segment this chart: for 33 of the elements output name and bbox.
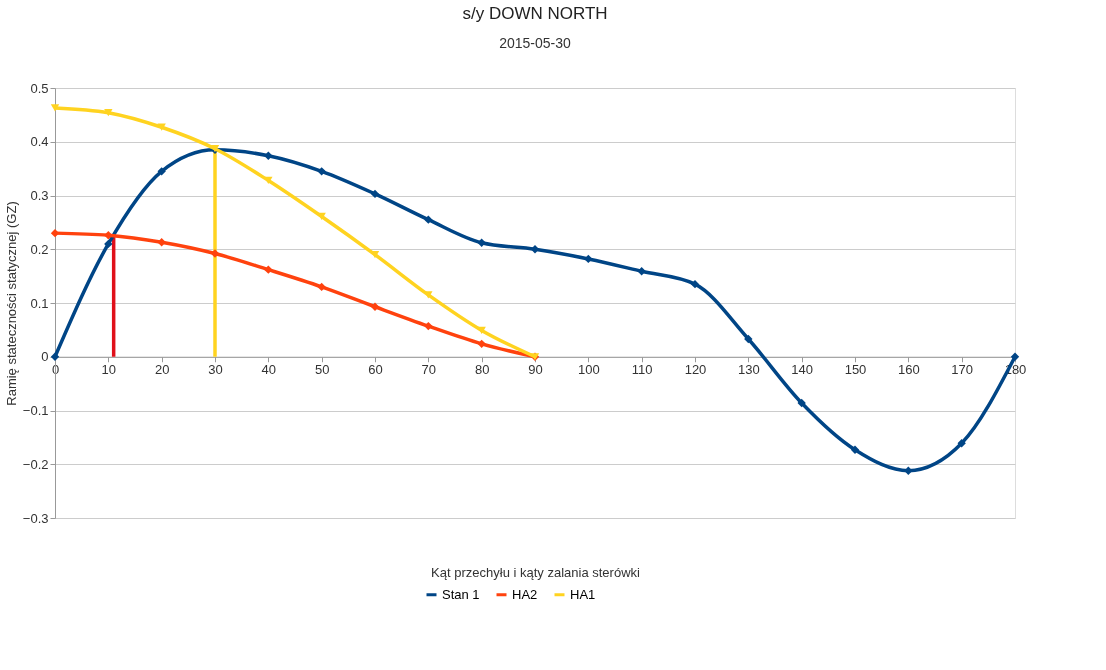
y-tick-label: 0.1 xyxy=(30,295,49,311)
x-tick-label: 90 xyxy=(528,362,543,378)
x-tick-label: 150 xyxy=(844,362,867,378)
x-tick-label: 130 xyxy=(737,362,760,378)
y-tick-label: −0.1 xyxy=(22,403,49,418)
legend-label: Stan 1 xyxy=(442,586,480,602)
y-tick-label: 0.3 xyxy=(30,188,49,203)
x-tick-label: 160 xyxy=(897,362,920,378)
y-tick-label: 0.2 xyxy=(30,241,49,257)
x-tick-label: 30 xyxy=(208,362,223,378)
x-tick-label: 120 xyxy=(684,362,707,378)
x-tick-label: 110 xyxy=(631,362,653,378)
legend-label: HA1 xyxy=(570,586,596,602)
y-tick-label: 0.4 xyxy=(30,134,49,150)
y-tick-label: −0.3 xyxy=(22,510,49,526)
y-tick-label: 0.5 xyxy=(30,80,49,96)
x-tick-label: 100 xyxy=(577,362,600,378)
x-tick-label: 140 xyxy=(791,362,814,378)
y-axis-title: Ramię stateczności statycznej (GZ) xyxy=(3,201,19,406)
x-tick-label: 10 xyxy=(101,362,117,378)
x-axis-title: Kąt przechyłu i kąty zalania sterówki xyxy=(431,564,641,580)
y-tick-label: 0 xyxy=(41,349,49,365)
x-tick-label: 60 xyxy=(368,362,383,378)
x-tick-label: 50 xyxy=(314,362,330,378)
chart-title: s/y DOWN NORTH xyxy=(462,4,608,23)
x-tick-label: 70 xyxy=(421,362,437,378)
x-tick-label: 170 xyxy=(951,362,974,378)
y-tick-label: −0.2 xyxy=(22,456,49,472)
x-tick-label: 20 xyxy=(154,362,170,378)
chart-subtitle: 2015-05-30 xyxy=(499,35,572,51)
legend-label: HA2 xyxy=(512,586,538,602)
x-tick-label: 40 xyxy=(261,362,277,378)
x-tick-label: 80 xyxy=(474,362,490,378)
